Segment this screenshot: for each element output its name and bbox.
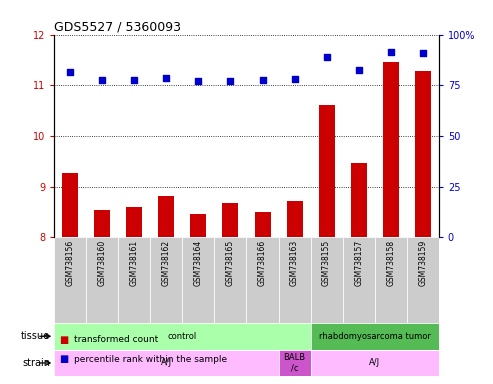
Text: GDS5527 / 5360093: GDS5527 / 5360093 xyxy=(54,20,181,33)
Text: strain: strain xyxy=(22,358,50,368)
Bar xyxy=(279,237,311,323)
Bar xyxy=(54,323,311,349)
Bar xyxy=(158,196,175,237)
Point xyxy=(354,67,362,73)
Point xyxy=(226,78,234,84)
Text: ■: ■ xyxy=(59,335,69,345)
Bar xyxy=(407,237,439,323)
Text: percentile rank within the sample: percentile rank within the sample xyxy=(74,354,227,364)
Text: transformed count: transformed count xyxy=(74,335,158,344)
Bar xyxy=(126,207,142,237)
Text: GSM738158: GSM738158 xyxy=(386,240,395,286)
Bar xyxy=(383,63,399,237)
Bar xyxy=(222,204,239,237)
Bar xyxy=(415,71,431,237)
Point xyxy=(98,77,106,83)
Bar xyxy=(286,201,303,237)
Bar xyxy=(246,237,279,323)
Bar xyxy=(214,237,246,323)
Point xyxy=(322,54,330,60)
Bar xyxy=(318,104,335,237)
Text: GSM738163: GSM738163 xyxy=(290,240,299,286)
Text: GSM738162: GSM738162 xyxy=(162,240,171,286)
Bar xyxy=(279,349,311,376)
Text: GSM738159: GSM738159 xyxy=(418,240,427,286)
Text: A/J: A/J xyxy=(161,359,172,367)
Text: GSM738156: GSM738156 xyxy=(66,240,75,286)
Text: BALB
/c: BALB /c xyxy=(283,353,306,372)
Bar xyxy=(190,214,207,237)
Text: ■: ■ xyxy=(59,354,69,364)
Bar xyxy=(150,237,182,323)
Bar xyxy=(118,237,150,323)
Bar xyxy=(311,349,439,376)
Point xyxy=(291,76,299,82)
Text: GSM738165: GSM738165 xyxy=(226,240,235,286)
Point xyxy=(66,68,74,74)
Bar xyxy=(54,349,279,376)
Text: GSM738160: GSM738160 xyxy=(98,240,107,286)
Bar xyxy=(311,237,343,323)
Point xyxy=(419,50,426,56)
Bar xyxy=(94,210,110,237)
Bar xyxy=(343,237,375,323)
Bar xyxy=(182,237,214,323)
Text: A/J: A/J xyxy=(369,359,380,367)
Bar xyxy=(54,237,86,323)
Text: GSM738166: GSM738166 xyxy=(258,240,267,286)
Bar xyxy=(311,323,439,349)
Bar xyxy=(351,163,367,237)
Point xyxy=(130,77,138,83)
Bar xyxy=(254,212,271,237)
Text: GSM738161: GSM738161 xyxy=(130,240,139,286)
Bar xyxy=(86,237,118,323)
Text: rhabdomyosarcoma tumor: rhabdomyosarcoma tumor xyxy=(319,332,430,341)
Bar xyxy=(375,237,407,323)
Point xyxy=(162,74,171,81)
Point xyxy=(258,77,266,83)
Bar xyxy=(62,172,78,237)
Text: GSM738164: GSM738164 xyxy=(194,240,203,286)
Text: tissue: tissue xyxy=(21,331,50,341)
Text: GSM738157: GSM738157 xyxy=(354,240,363,286)
Text: control: control xyxy=(168,332,197,341)
Point xyxy=(387,49,394,55)
Text: GSM738155: GSM738155 xyxy=(322,240,331,286)
Point xyxy=(194,78,202,84)
